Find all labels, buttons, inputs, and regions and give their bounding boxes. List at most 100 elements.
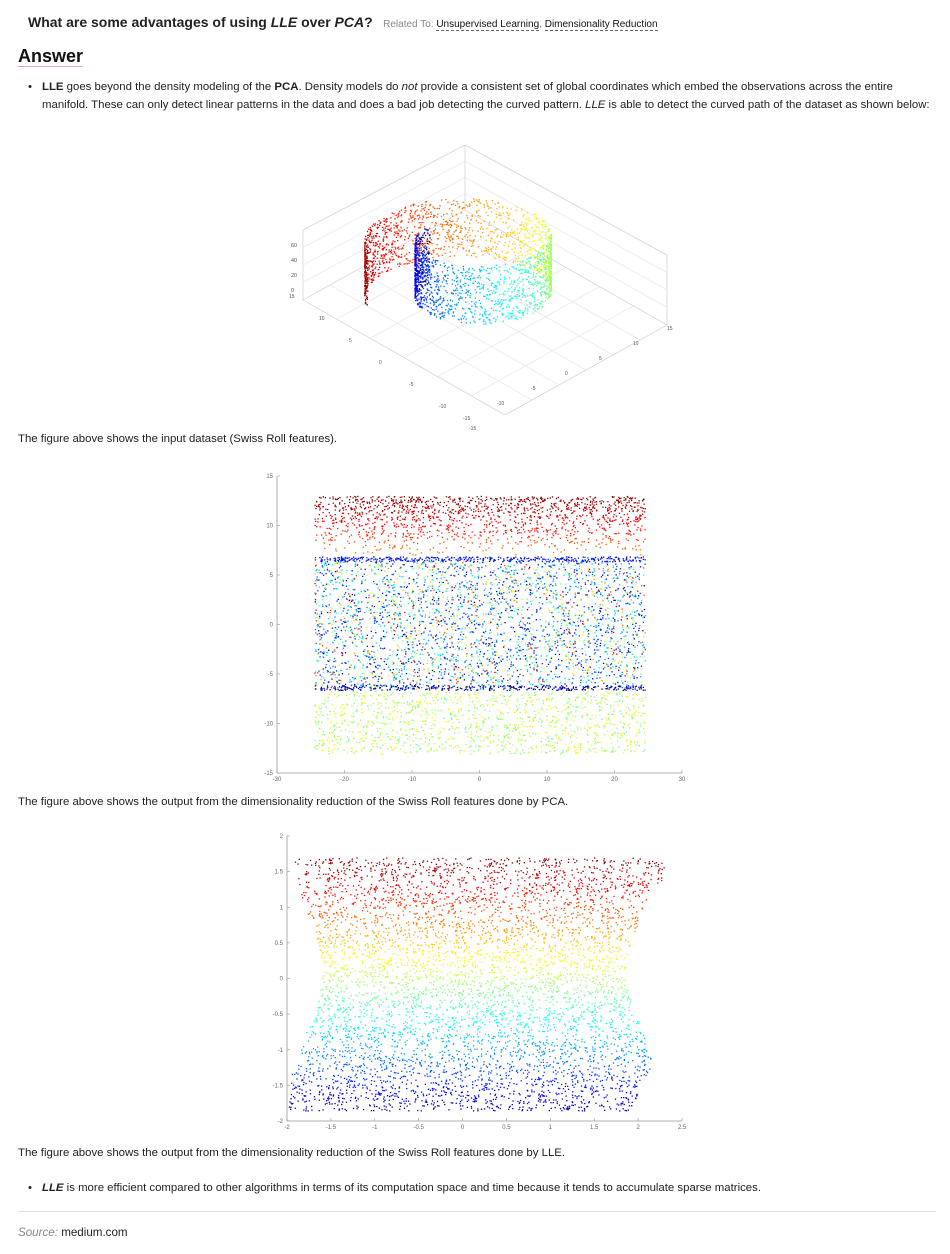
roll-point bbox=[540, 294, 542, 296]
pca-point bbox=[626, 502, 628, 504]
pca-point bbox=[560, 551, 562, 553]
roll-point bbox=[452, 203, 454, 205]
roll-point bbox=[469, 278, 471, 280]
roll-point bbox=[473, 200, 476, 202]
pca-point bbox=[600, 524, 603, 526]
roll-point bbox=[415, 255, 418, 257]
roll-point bbox=[417, 290, 419, 292]
roll-point bbox=[459, 285, 461, 288]
roll-point bbox=[427, 229, 429, 231]
pca-point bbox=[451, 596, 454, 599]
roll-point bbox=[548, 247, 550, 249]
pca-point bbox=[440, 637, 442, 639]
roll-point bbox=[488, 290, 490, 293]
roll-point bbox=[485, 250, 488, 252]
roll-point bbox=[370, 229, 373, 232]
related-link-unsupervised-learning[interactable]: Unsupervised Learning bbox=[436, 19, 540, 31]
pca-point bbox=[514, 498, 516, 500]
roll-point bbox=[498, 254, 500, 256]
pca-point bbox=[418, 671, 421, 673]
roll-point bbox=[547, 230, 549, 232]
roll-point bbox=[511, 248, 513, 250]
pca-point bbox=[323, 520, 325, 522]
pca-point bbox=[478, 666, 480, 668]
roll-point bbox=[419, 269, 422, 271]
roll-point bbox=[540, 269, 542, 271]
roll-point bbox=[541, 269, 543, 271]
pca-point bbox=[546, 665, 548, 668]
pca-point bbox=[329, 579, 332, 582]
roll-point bbox=[433, 265, 435, 267]
related-link-dimensionality-reduction[interactable]: Dimensionality Reduction bbox=[544, 19, 658, 31]
roll-point bbox=[394, 218, 396, 220]
roll-point bbox=[507, 227, 509, 229]
pca-point bbox=[454, 533, 456, 535]
pca-point bbox=[515, 542, 517, 544]
pca-point bbox=[622, 560, 624, 562]
pca-point bbox=[568, 610, 570, 612]
pca-point bbox=[419, 614, 421, 616]
roll-point bbox=[534, 281, 536, 283]
pca-point bbox=[548, 609, 550, 611]
roll-point bbox=[427, 264, 429, 266]
pca-point bbox=[634, 545, 637, 547]
roll-point bbox=[395, 225, 398, 227]
roll-point bbox=[477, 281, 480, 283]
roll-point bbox=[397, 263, 399, 265]
pca-point bbox=[334, 505, 336, 507]
pca-point bbox=[618, 506, 620, 508]
axis-tick-label: 15 bbox=[289, 294, 295, 300]
roll-point bbox=[382, 259, 384, 261]
pca-point bbox=[327, 611, 329, 614]
roll-point bbox=[538, 267, 540, 269]
related-to: Related To: Unsupervised Learning, Dimen… bbox=[383, 19, 658, 31]
pca-point bbox=[459, 640, 461, 643]
roll-point bbox=[540, 260, 542, 262]
pca-point bbox=[516, 668, 518, 671]
pca-point bbox=[459, 567, 461, 569]
pca-point bbox=[371, 530, 373, 532]
roll-point bbox=[414, 256, 417, 259]
pca-point bbox=[622, 548, 624, 550]
pca-point bbox=[452, 686, 454, 688]
pca-point bbox=[641, 510, 644, 512]
roll-point bbox=[515, 287, 517, 289]
pca-point bbox=[643, 511, 646, 513]
pca-point bbox=[628, 567, 630, 569]
pca-point bbox=[353, 508, 355, 510]
roll-point bbox=[426, 261, 428, 263]
pca-point bbox=[480, 531, 482, 533]
roll-point bbox=[442, 315, 444, 317]
pca-point bbox=[381, 510, 384, 513]
roll-point bbox=[533, 269, 535, 271]
pca-point bbox=[507, 674, 509, 676]
roll-point bbox=[548, 261, 550, 263]
pca-point bbox=[561, 526, 563, 528]
pca-point bbox=[453, 499, 455, 501]
pca-point bbox=[542, 537, 544, 540]
pca-point bbox=[622, 584, 624, 587]
pca-point bbox=[328, 512, 330, 514]
roll-point bbox=[507, 245, 510, 247]
pca-point bbox=[456, 686, 459, 689]
roll-point bbox=[533, 304, 535, 306]
roll-point bbox=[425, 266, 427, 268]
pca-point bbox=[452, 613, 454, 615]
roll-point bbox=[542, 286, 544, 288]
pca-point bbox=[605, 529, 607, 532]
pca-point bbox=[525, 498, 528, 500]
pca-point bbox=[517, 503, 519, 505]
roll-point bbox=[435, 301, 437, 303]
pca-point bbox=[451, 536, 453, 538]
pca-point bbox=[562, 518, 564, 520]
pca-point bbox=[535, 596, 537, 599]
pca-point bbox=[407, 501, 409, 503]
roll-point bbox=[415, 263, 417, 265]
axis-tick-label: -5 bbox=[531, 386, 536, 392]
roll-point bbox=[428, 265, 431, 267]
roll-point bbox=[371, 225, 374, 227]
pca-point bbox=[453, 677, 455, 679]
pca-point bbox=[497, 624, 499, 626]
roll-point bbox=[427, 277, 429, 279]
roll-point bbox=[521, 224, 523, 226]
